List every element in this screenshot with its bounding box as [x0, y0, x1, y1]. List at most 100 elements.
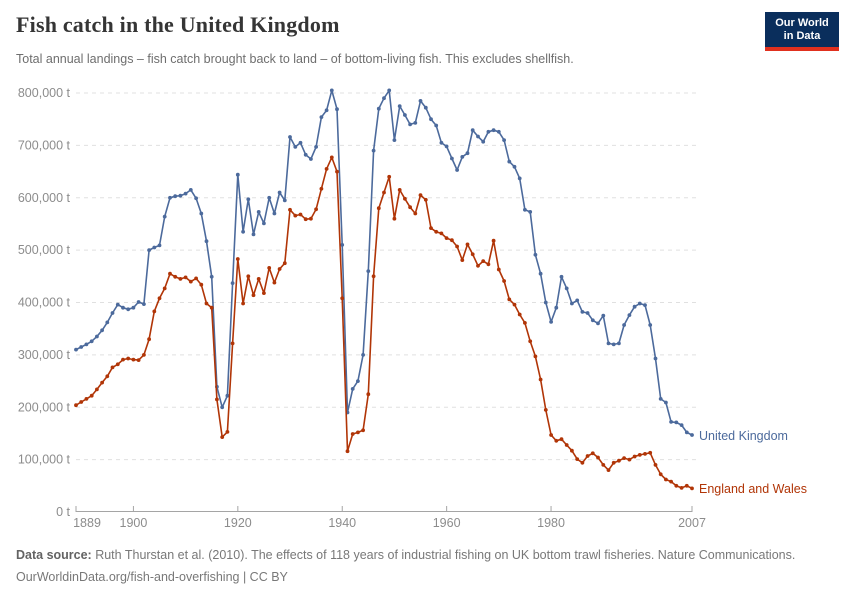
data-point [648, 450, 653, 455]
footer-link-line[interactable]: OurWorldinData.org/fish-and-overfishing … [16, 570, 288, 584]
data-point [554, 438, 559, 443]
data-point [439, 231, 444, 236]
data-point [554, 305, 559, 310]
data-point [241, 301, 246, 306]
data-point [664, 477, 668, 482]
data-point [303, 217, 308, 222]
data-point [648, 323, 653, 327]
data-point [643, 303, 647, 307]
data-point [533, 252, 538, 257]
data-point [611, 460, 616, 465]
data-point [397, 188, 402, 192]
data-point [382, 96, 386, 101]
data-point [126, 307, 131, 312]
data-point [204, 239, 209, 244]
data-point [444, 144, 449, 149]
data-point [413, 211, 418, 216]
data-point [361, 353, 365, 357]
series-line [75, 89, 693, 436]
data-point [455, 168, 459, 172]
owid-logo-red-bar [765, 47, 839, 51]
data-point [267, 266, 272, 270]
data-point [507, 297, 512, 302]
data-point [173, 194, 178, 199]
data-point [470, 128, 475, 133]
data-point [272, 211, 277, 216]
data-point [465, 242, 470, 247]
owid-logo-text: Our World in Data [765, 12, 839, 47]
data-point [643, 452, 647, 456]
data-point [622, 323, 626, 327]
data-point [100, 328, 104, 333]
data-point [517, 176, 522, 181]
data-point [496, 267, 501, 272]
y-axis-tick-label: 800,000 t [18, 86, 71, 100]
data-point [356, 379, 360, 383]
data-point [251, 232, 256, 237]
data-point [674, 420, 679, 425]
data-point [418, 99, 423, 103]
data-point [664, 400, 668, 405]
data-point [528, 210, 533, 214]
data-point [142, 353, 146, 357]
data-point [152, 309, 157, 314]
data-point [95, 387, 99, 392]
data-point [89, 393, 94, 398]
data-point [188, 188, 193, 192]
data-point [319, 115, 324, 119]
data-point [152, 245, 157, 250]
x-axis-tick-label: 2007 [678, 516, 706, 530]
data-point [324, 108, 329, 113]
data-point [486, 129, 491, 134]
data-point [403, 196, 407, 201]
data-point [251, 293, 256, 298]
data-point [627, 313, 632, 317]
data-point [387, 88, 392, 93]
data-point [157, 243, 162, 248]
data-point [429, 226, 433, 231]
data-point [637, 301, 642, 306]
data-point [481, 259, 486, 263]
data-point [293, 213, 298, 218]
data-point [570, 448, 574, 453]
data-point [246, 197, 251, 202]
data-point [215, 397, 219, 402]
data-point [115, 302, 120, 307]
data-point [74, 403, 78, 408]
owid-logo[interactable]: Our World in Data [765, 12, 839, 51]
england-wales-series[interactable]: England and Wales [74, 155, 807, 497]
data-point [173, 274, 178, 279]
data-point [314, 145, 318, 149]
data-point [481, 139, 486, 144]
data-point [684, 483, 689, 488]
y-axis-tick-label: 600,000 t [18, 191, 71, 205]
data-point [429, 117, 433, 122]
y-axis-tick-label: 200,000 t [18, 400, 71, 414]
series-end-label[interactable]: England and Wales [699, 482, 807, 496]
data-point [538, 271, 543, 276]
data-point [162, 286, 167, 291]
data-point [533, 354, 538, 359]
data-point [549, 320, 553, 324]
data-point [507, 159, 512, 164]
uk-series[interactable]: United Kingdom [74, 88, 788, 444]
data-point [241, 229, 246, 234]
data-point [282, 261, 287, 266]
data-point [366, 392, 371, 397]
data-point [262, 291, 266, 295]
y-axis-tick-label: 300,000 t [18, 348, 71, 362]
data-point [142, 302, 146, 306]
data-point [298, 140, 303, 145]
data-point [256, 277, 261, 281]
data-point [606, 341, 611, 346]
data-point [235, 172, 240, 177]
data-point [476, 134, 480, 139]
data-point [277, 190, 282, 195]
data-point [590, 451, 595, 456]
data-point [679, 486, 684, 490]
data-point [528, 339, 533, 344]
data-point [617, 458, 621, 463]
data-point [288, 135, 292, 139]
series-end-label[interactable]: United Kingdom [699, 429, 788, 443]
data-point [199, 211, 204, 216]
